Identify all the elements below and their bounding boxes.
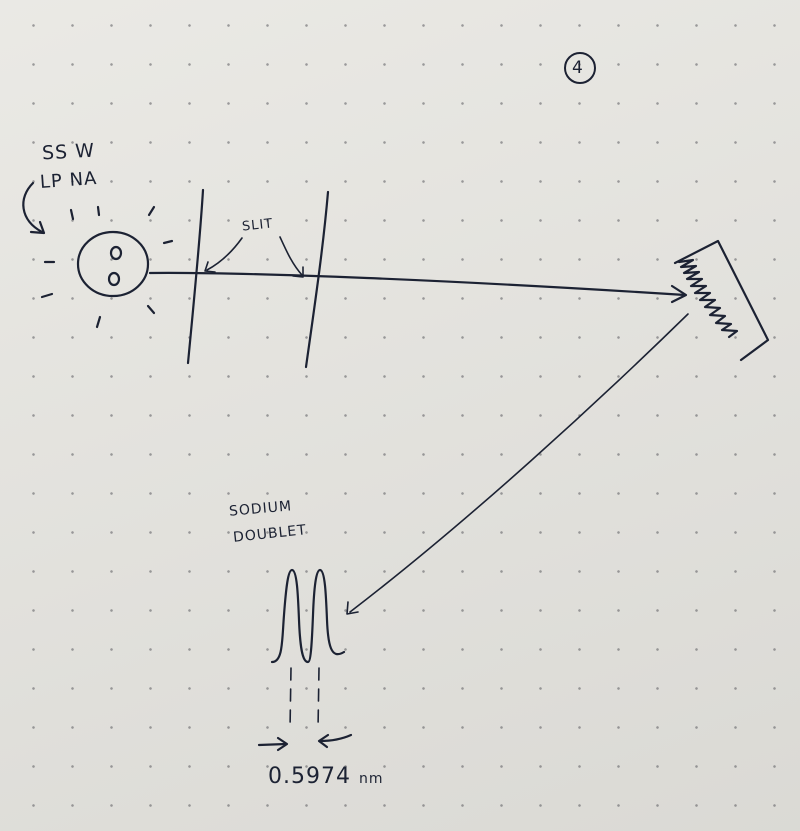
slit-pointer-arrows xyxy=(204,236,304,278)
source-label-line2: LP NA xyxy=(39,168,99,193)
slit-plates xyxy=(186,188,330,369)
source-label-line1: SS W xyxy=(41,139,96,165)
glow-rays xyxy=(40,205,174,329)
doublet-peaks xyxy=(270,568,346,664)
separation-unit: nm xyxy=(358,771,384,787)
separation-label: 0.5974 nm xyxy=(268,766,384,788)
page-number: 4 xyxy=(572,58,584,78)
incident-beam xyxy=(148,271,688,304)
separation-value: 0.5974 xyxy=(268,764,351,789)
lamp-pointer-arrow xyxy=(22,181,46,235)
slit-label: SLIT xyxy=(241,216,274,235)
diffraction-grating xyxy=(673,239,770,362)
peak-guide-lines xyxy=(289,667,320,731)
lamp-source xyxy=(76,230,150,298)
separation-arrows xyxy=(257,733,353,752)
page-number-circle xyxy=(564,52,596,84)
diffracted-beam xyxy=(346,313,689,615)
